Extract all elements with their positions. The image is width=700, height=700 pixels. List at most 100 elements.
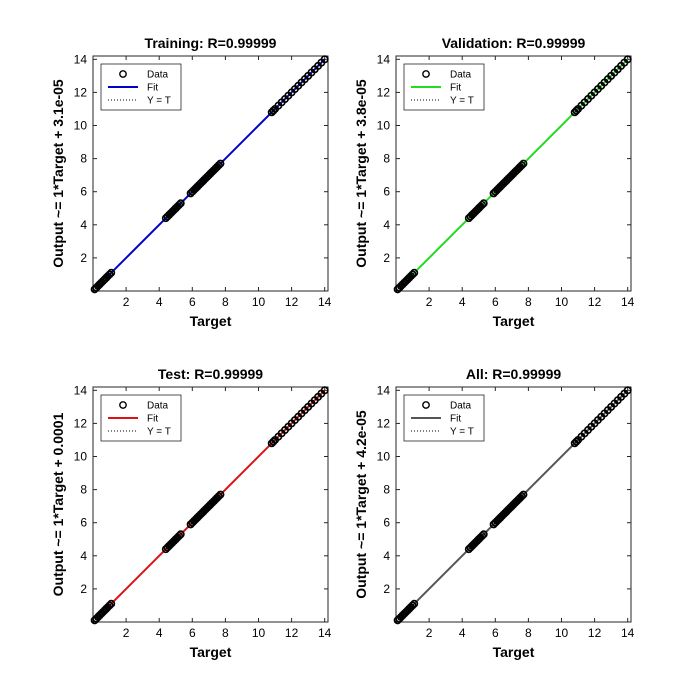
x-tick-label: 4 <box>156 295 163 309</box>
data-point <box>269 106 278 115</box>
chart-title: Validation: R=0.99999 <box>442 35 586 51</box>
data-point <box>105 601 114 610</box>
x-tick-label: 8 <box>525 626 532 640</box>
data-point <box>408 270 417 279</box>
x-axis-label: Target <box>190 644 232 660</box>
legend-data-marker <box>119 70 127 78</box>
y-tick-label: 10 <box>74 450 88 464</box>
legend-label-fit: Fit <box>450 414 461 425</box>
y-tick-label: 8 <box>80 483 87 497</box>
x-tick-label: 6 <box>189 626 196 640</box>
chart-panel-2: 2 2 4 4 6 6 8 8 10 10 12 12 14 14 Validation: R=0.9999… <box>353 35 635 329</box>
x-tick-label: 2 <box>123 295 130 309</box>
data-point <box>214 161 223 170</box>
data-point <box>517 161 526 170</box>
y-tick-label: 10 <box>377 119 391 133</box>
legend-data-marker <box>422 70 430 78</box>
legend-label-identity: Y = T <box>450 96 474 107</box>
x-tick-label: 14 <box>318 626 332 640</box>
legend: Data Fit Y = T <box>403 394 485 442</box>
y-tick-label: 12 <box>74 85 88 99</box>
data-point <box>478 531 487 540</box>
data-point <box>107 268 116 277</box>
x-tick-label: 10 <box>252 295 266 309</box>
x-tick-label: 8 <box>525 295 532 309</box>
x-tick-label: 14 <box>621 626 635 640</box>
data-point <box>214 492 223 501</box>
y-tick-label: 6 <box>383 516 390 530</box>
x-axis-label: Target <box>493 313 535 329</box>
legend: Data Fit Y = T <box>100 394 182 442</box>
y-tick-label: 14 <box>377 383 391 397</box>
y-tick-label: 12 <box>377 416 391 430</box>
data-point <box>175 531 184 540</box>
data-point <box>410 268 419 277</box>
x-tick-label: 4 <box>459 626 466 640</box>
y-tick-label: 8 <box>80 152 87 166</box>
data-point <box>176 530 185 539</box>
x-tick-label: 12 <box>285 295 299 309</box>
x-tick-label: 6 <box>492 626 499 640</box>
chart-panel-4: 2 2 4 4 6 6 8 8 10 10 12 12 14 14 All: R=0.99999 Target… <box>353 366 635 660</box>
y-tick-label: 2 <box>383 251 390 265</box>
x-tick-label: 12 <box>285 626 299 640</box>
x-tick-label: 10 <box>555 626 569 640</box>
chart-title: Training: R=0.99999 <box>145 35 277 51</box>
data-point <box>216 490 225 499</box>
y-axis-label: Output ~= 1*Target + 3.8e-05 <box>353 79 369 268</box>
x-tick-label: 2 <box>426 295 433 309</box>
chart-title: Test: R=0.99999 <box>158 366 263 382</box>
data-point <box>519 490 528 499</box>
y-tick-label: 2 <box>80 251 87 265</box>
y-tick-label: 12 <box>377 85 391 99</box>
y-tick-label: 2 <box>383 582 390 596</box>
y-axis-label: Output ~= 1*Target + 3.1e-05 <box>50 79 66 268</box>
legend-label-identity: Y = T <box>147 96 171 107</box>
y-tick-label: 4 <box>383 218 390 232</box>
data-point <box>269 437 278 446</box>
y-tick-label: 14 <box>74 383 88 397</box>
x-tick-label: 6 <box>492 295 499 309</box>
data-point <box>320 55 329 64</box>
data-point <box>623 386 632 395</box>
legend-label-identity: Y = T <box>450 427 474 438</box>
data-point <box>216 159 225 168</box>
y-tick-label: 10 <box>377 450 391 464</box>
legend-data-marker <box>119 401 127 409</box>
legend: Data Fit Y = T <box>403 63 485 111</box>
x-tick-label: 2 <box>426 626 433 640</box>
x-tick-label: 10 <box>555 295 569 309</box>
chart-panel-1: 2 2 4 4 6 6 8 8 10 10 12 12 14 14 Training: R=0.99999 T… <box>50 35 332 329</box>
legend-label-fit: Fit <box>450 83 461 94</box>
x-tick-label: 6 <box>189 295 196 309</box>
y-tick-label: 10 <box>74 119 88 133</box>
y-tick-label: 14 <box>74 52 88 66</box>
y-tick-label: 4 <box>383 549 390 563</box>
legend-label-data: Data <box>450 401 472 412</box>
data-point <box>572 437 581 446</box>
data-point <box>519 159 528 168</box>
y-tick-label: 12 <box>74 416 88 430</box>
data-point <box>410 599 419 608</box>
data-point <box>105 270 114 279</box>
data-point <box>623 55 632 64</box>
legend-label-fit: Fit <box>147 414 158 425</box>
x-tick-label: 14 <box>621 295 635 309</box>
data-point <box>478 200 487 209</box>
data-point <box>572 106 581 115</box>
y-tick-label: 8 <box>383 483 390 497</box>
x-tick-label: 8 <box>222 626 229 640</box>
x-axis-label: Target <box>493 644 535 660</box>
y-tick-label: 4 <box>80 218 87 232</box>
legend: Data Fit Y = T <box>100 63 182 111</box>
y-tick-label: 6 <box>80 516 87 530</box>
data-point <box>320 386 329 395</box>
x-tick-label: 8 <box>222 295 229 309</box>
chart-title: All: R=0.99999 <box>466 366 562 382</box>
y-tick-label: 14 <box>377 52 391 66</box>
chart-panel-3: 2 2 4 4 6 6 8 8 10 10 12 12 14 14 Test: R=0.99999 Targe… <box>50 366 332 660</box>
legend-label-data: Data <box>147 401 169 412</box>
x-tick-label: 2 <box>123 626 130 640</box>
y-tick-label: 6 <box>383 185 390 199</box>
